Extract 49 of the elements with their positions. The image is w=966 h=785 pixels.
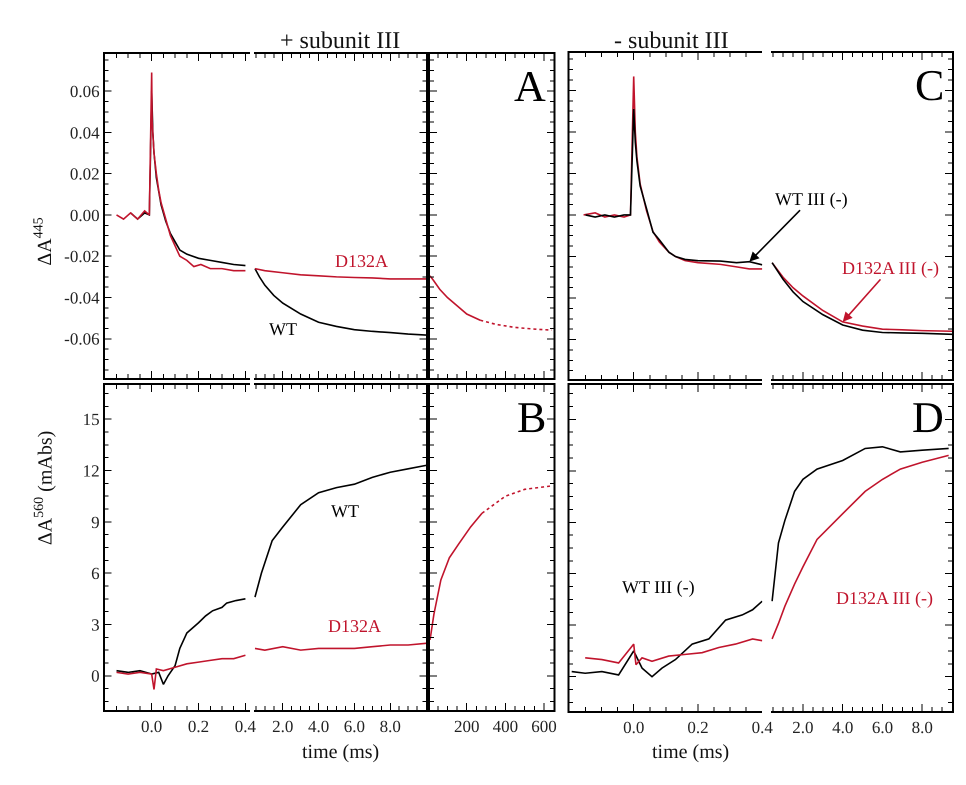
annotation: B	[517, 393, 546, 442]
y-tick-label: 12	[82, 461, 100, 480]
y-tick-label: 0.00	[70, 206, 100, 225]
x-tick-label: 6.0	[344, 717, 366, 736]
annotation: D132A III (-)	[842, 258, 939, 278]
x-tick-label: 0.4	[234, 717, 257, 736]
annotation: WT III (-)	[775, 189, 848, 209]
annotation: D132A	[328, 616, 381, 636]
x-tick-label: 8.0	[912, 718, 933, 738]
annotation: A	[514, 62, 546, 111]
y-tick-label: -0.04	[64, 288, 100, 308]
y-tick-label: 0.04	[70, 123, 100, 142]
x-axis-title: time (ms)	[652, 741, 730, 763]
y-tick-label: 3	[91, 615, 100, 634]
annotation: WT	[331, 501, 359, 521]
y-tick-label: 0.02	[70, 164, 100, 184]
chart-title: - subunit III	[614, 28, 729, 54]
annotation: WT III (-)	[622, 577, 695, 597]
x-axis-title: time (ms)	[302, 741, 380, 763]
x-tick-label: 0.0	[623, 718, 644, 738]
line-series	[116, 654, 246, 690]
line-series	[116, 598, 246, 686]
annotation: D	[912, 393, 944, 442]
x-tick-label: 600	[531, 717, 557, 736]
x-tick-label: 0.4	[752, 718, 774, 738]
y-tick-label: 0.06	[70, 82, 100, 102]
annotation: D132A III (-)	[836, 588, 933, 608]
x-tick-label: 4.0	[308, 717, 330, 736]
x-tick-label: 8.0	[380, 717, 401, 736]
x-tick-label: 4.0	[832, 718, 854, 738]
x-tick-label: 2.0	[272, 717, 294, 736]
y-tick-label: -0.02	[64, 247, 100, 266]
x-tick-label: 0.2	[188, 717, 210, 736]
x-tick-label: 2.0	[792, 718, 814, 738]
y-tick-label: 0	[91, 666, 100, 686]
y-tick-label: 6	[91, 564, 100, 584]
chart-title: + subunit III	[280, 28, 400, 54]
x-tick-label: 0.0	[141, 717, 162, 736]
x-tick-label: 400	[492, 717, 518, 736]
annotation: C	[915, 61, 944, 110]
annotation: WT	[269, 319, 297, 339]
x-tick-label: 0.2	[687, 718, 709, 738]
x-tick-label: 6.0	[872, 718, 894, 738]
y-tick-label: 9	[91, 512, 100, 532]
x-tick-label: 200	[454, 717, 480, 736]
y-tick-label: 15	[82, 410, 100, 430]
y-tick-label: -0.06	[64, 330, 100, 349]
annotation: D132A	[335, 251, 388, 271]
line-series	[116, 72, 246, 272]
